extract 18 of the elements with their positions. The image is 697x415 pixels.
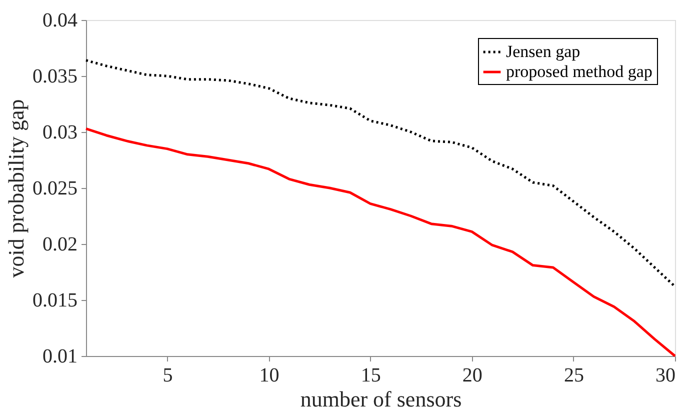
y-tick-label: 0.025 xyxy=(32,178,78,200)
legend-label: Jensen gap xyxy=(506,42,580,61)
y-tick-label: 0.015 xyxy=(32,290,78,312)
x-tick-label: 10 xyxy=(259,364,280,386)
legend-label: proposed method gap xyxy=(506,62,652,81)
x-tick-label: 15 xyxy=(360,364,381,386)
x-tick-label: 30 xyxy=(656,364,676,386)
x-axis-title: number of sensors xyxy=(300,386,462,412)
y-tick-label: 0.01 xyxy=(42,346,78,368)
x-tick-label: 25 xyxy=(564,364,584,386)
y-tick-label: 0.03 xyxy=(42,122,78,144)
x-tick-label: 5 xyxy=(162,364,173,386)
y-tick-label: 0.04 xyxy=(42,10,78,32)
y-tick-label: 0.02 xyxy=(42,234,78,256)
y-tick-label: 0.035 xyxy=(32,66,78,88)
y-axis-title: void probability gap xyxy=(4,99,28,278)
x-tick-label: 20 xyxy=(462,364,482,386)
line-series xyxy=(84,59,676,288)
